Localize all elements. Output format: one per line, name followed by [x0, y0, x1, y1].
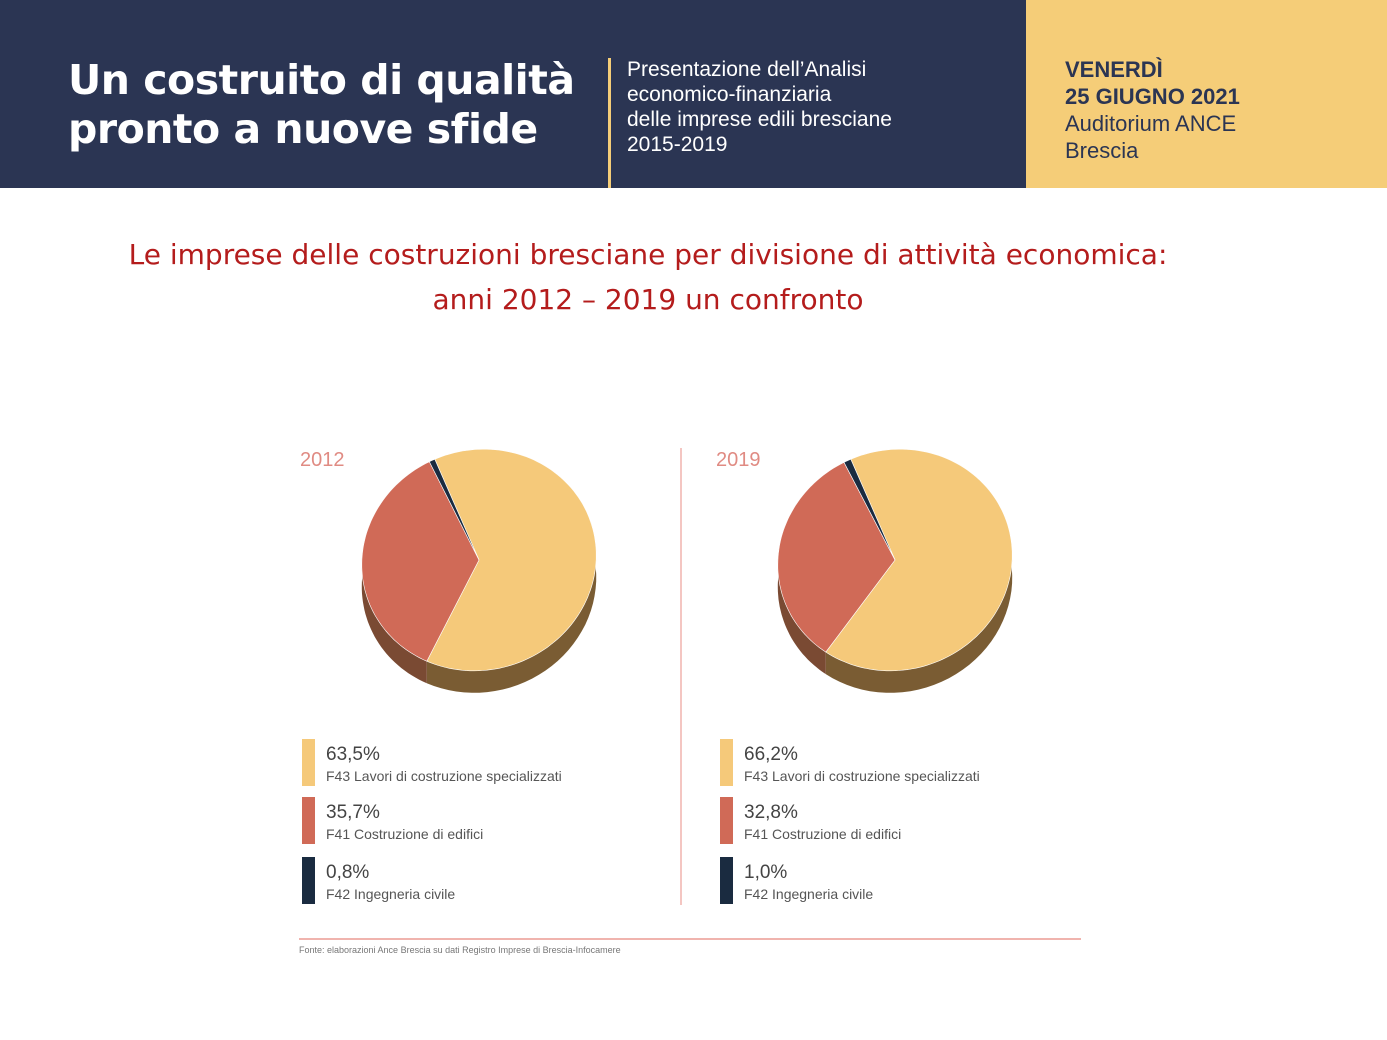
legend-swatch-1 — [720, 739, 733, 786]
event-info: VENERDÌ 25 GIUGNO 2021 Auditorium ANCE B… — [1065, 56, 1240, 164]
header-banner: Un costruito di qualità pronto a nuove s… — [0, 0, 1026, 188]
banner-title-line-1: Un costruito di qualità — [68, 56, 575, 104]
banner-title: Un costruito di qualità pronto a nuove s… — [68, 56, 608, 154]
legend-label-2: F41 Costruzione di edifici — [326, 826, 483, 842]
legend-swatch-1 — [302, 739, 315, 786]
pie-slice-1 — [825, 448, 1013, 672]
pie-slice-1 — [426, 448, 597, 672]
footer-divider — [299, 938, 1081, 940]
event-day: VENERDÌ — [1065, 57, 1163, 82]
legend-label-3: F42 Ingegneria civile — [744, 886, 873, 902]
legend-value-3: 0,8% — [326, 862, 369, 883]
pie-slice-2 — [361, 461, 480, 662]
slide-title: Le imprese delle costruzioni bresciane p… — [0, 232, 1296, 322]
legend-label-2: F41 Costruzione di edifici — [744, 826, 901, 842]
pie-slice-2 — [777, 461, 896, 653]
legend-value-3: 1,0% — [744, 862, 787, 883]
pie-slice-3 — [429, 458, 480, 561]
source-note: Fonte: elaborazioni Ance Brescia su dati… — [299, 945, 621, 955]
legend-value-1: 66,2% — [744, 744, 798, 765]
pie-slice-3 — [843, 458, 896, 561]
chart-year-label: 2019 — [716, 449, 761, 471]
pie-chart-2012: 2012 63,5% F43 Lavori di costruzione speci… — [300, 448, 597, 904]
legend-value-2: 35,7% — [326, 802, 380, 823]
legend-value-1: 63,5% — [326, 744, 380, 765]
event-date: 25 GIUGNO 2021 — [1065, 84, 1240, 109]
subtitle-line-1: Presentazione dell’Analisi — [627, 58, 867, 81]
banner-divider — [608, 58, 611, 188]
legend-label-3: F42 Ingegneria civile — [326, 886, 455, 902]
legend-swatch-3 — [302, 857, 315, 904]
legend-swatch-2 — [302, 797, 315, 844]
pie-side-1 — [825, 449, 1013, 693]
subtitle-line-3: delle imprese edili bresciane — [627, 108, 892, 131]
event-venue: Auditorium ANCE — [1065, 111, 1237, 136]
pie-chart-2019: 2019 66,2% F43 Lavori di costruzione speci… — [716, 448, 1013, 904]
banner-subtitle: Presentazione dell’Analisi economico-fin… — [627, 57, 1017, 157]
slide-title-line-2: anni 2012 – 2019 un confronto — [432, 283, 864, 316]
legend-swatch-2 — [720, 797, 733, 844]
slide-title-line-1: Le imprese delle costruzioni bresciane p… — [128, 238, 1168, 271]
legend-swatch-3 — [720, 857, 733, 904]
legend-value-2: 32,8% — [744, 802, 798, 823]
event-city: Brescia — [1065, 138, 1139, 163]
event-panel: VENERDÌ 25 GIUGNO 2021 Auditorium ANCE B… — [1026, 0, 1387, 188]
legend-label-1: F43 Lavori di costruzione specializzati — [326, 768, 562, 784]
banner-title-line-2: pronto a nuove sfide — [68, 105, 538, 153]
chart-year-label: 2012 — [300, 449, 345, 471]
legend-label-1: F43 Lavori di costruzione specializzati — [744, 768, 980, 784]
subtitle-line-4: 2015-2019 — [627, 133, 728, 156]
subtitle-line-2: economico-finanziaria — [627, 83, 832, 106]
